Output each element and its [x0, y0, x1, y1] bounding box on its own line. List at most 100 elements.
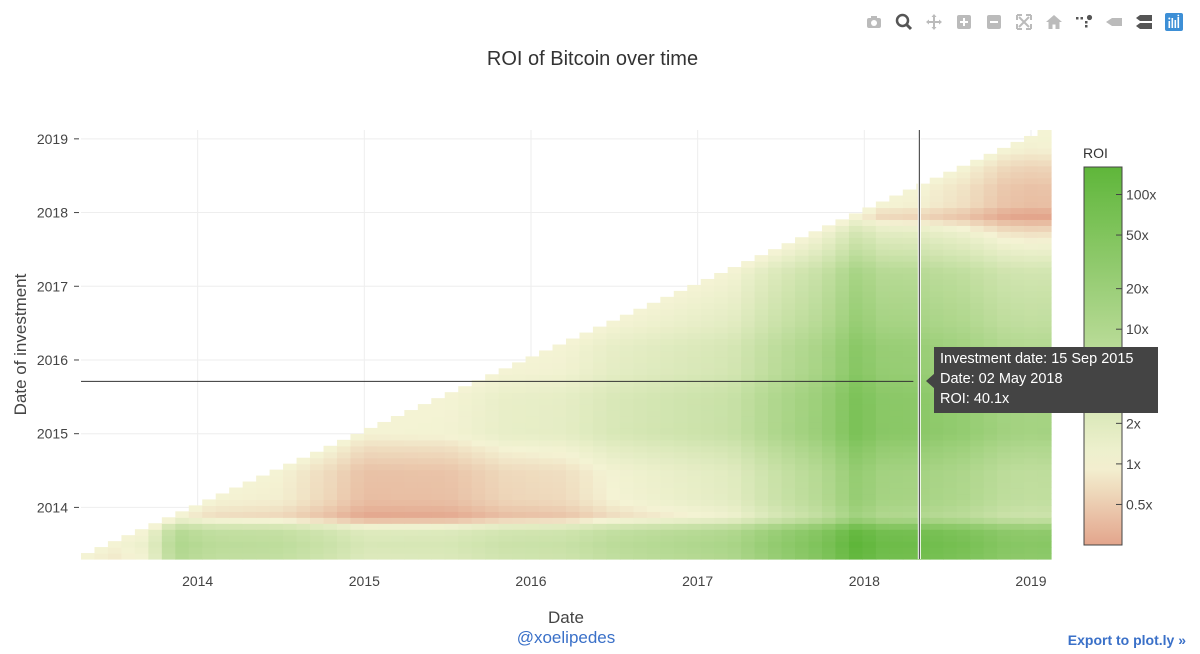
heatmap-cell	[606, 356, 621, 363]
heatmap-cell	[754, 338, 769, 346]
heatmap-cell	[781, 517, 796, 524]
heatmap-cell	[956, 302, 971, 310]
heatmap-cell	[606, 398, 621, 405]
heatmap-cell	[633, 308, 648, 316]
heatmap-cell	[606, 451, 621, 459]
heatmap-cell	[983, 326, 998, 334]
heatmap-cell	[646, 362, 661, 369]
heatmap-cell	[970, 290, 985, 298]
hover-closest-button[interactable]	[1102, 10, 1126, 34]
heatmap-cell	[943, 219, 958, 226]
heatmap-cell	[431, 404, 446, 411]
y-tick-label: 2018	[37, 205, 68, 221]
heatmap-cell	[431, 445, 446, 453]
heatmap-cell	[458, 410, 473, 417]
heatmap-cell	[592, 535, 608, 542]
heatmap-cell	[821, 457, 837, 465]
heatmap-cell	[1024, 469, 1039, 477]
heatmap-cell	[417, 529, 432, 536]
heatmap-cell	[377, 511, 392, 518]
heatmap-cell	[458, 439, 473, 447]
plotly-logo-button[interactable]	[1162, 10, 1186, 34]
heatmap-cell	[458, 469, 473, 477]
heatmap-cell	[363, 535, 378, 542]
heatmap-cell	[458, 451, 473, 459]
heatmap-cell	[579, 386, 594, 393]
heatmap-cell	[471, 392, 486, 399]
heatmap-cell	[970, 481, 985, 489]
heatmap-cell	[943, 326, 958, 334]
heatmap-cell	[471, 541, 486, 548]
heatmap-cell	[808, 392, 823, 399]
heatmap-cell	[700, 541, 715, 548]
heatmap-cell	[768, 433, 783, 441]
heatmap-cell	[606, 529, 621, 536]
heatmap-cell	[916, 290, 931, 298]
reset-axes-button[interactable]	[1042, 10, 1066, 34]
heatmap-cell	[875, 278, 890, 286]
heatmap-cell	[970, 338, 985, 346]
heatmap-cell	[377, 481, 392, 489]
heatmap-cell	[754, 469, 769, 477]
heatmap-cell	[768, 332, 783, 340]
heatmap-cell	[714, 380, 729, 387]
heatmap-cell	[512, 362, 527, 369]
heatmap-cell	[525, 380, 540, 387]
heatmap-cell	[754, 487, 769, 495]
hover-compare-button[interactable]	[1132, 10, 1156, 34]
heatmap-cell	[889, 278, 904, 286]
heatmap-cell	[633, 529, 648, 536]
heatmap-cell	[835, 386, 850, 393]
camera-button[interactable]	[862, 10, 886, 34]
heatmap-cell	[350, 463, 365, 471]
heatmap-cell	[673, 493, 688, 501]
heatmap-cell	[660, 416, 675, 423]
heatmap-cell	[741, 493, 756, 501]
heatmap-cell	[619, 344, 634, 352]
heatmap-cell	[727, 481, 742, 489]
x-tick-label: 2018	[849, 573, 880, 589]
heatmap-cell	[1024, 290, 1039, 298]
heatmap-cell	[956, 183, 971, 191]
heatmap-cell	[592, 374, 608, 381]
heatmap-cell	[458, 505, 473, 512]
heatmap-cell	[296, 457, 311, 465]
zoom-in-button[interactable]	[952, 10, 976, 34]
heatmap-cell	[795, 308, 810, 316]
heatmap-cell	[687, 451, 702, 459]
heatmap-cell	[444, 439, 459, 447]
heatmap-cell	[134, 541, 149, 548]
heatmap-cell	[889, 529, 904, 536]
heatmap-cell	[821, 493, 837, 501]
heatmap-cell	[1010, 147, 1025, 155]
heatmap-cell	[660, 332, 675, 340]
heatmap-cell	[700, 392, 715, 399]
heatmap-cell	[902, 344, 917, 352]
heatmap-cell	[660, 499, 675, 506]
zoom-button[interactable]	[892, 10, 916, 34]
heatmap-cell	[431, 499, 446, 506]
zoom-out-button[interactable]	[982, 10, 1006, 34]
heatmap-cell	[768, 523, 783, 530]
heatmap-cell	[673, 469, 688, 477]
pan-button[interactable]	[922, 10, 946, 34]
autoscale-button[interactable]	[1012, 10, 1036, 34]
heatmap-cell	[929, 189, 944, 197]
heatmap-cell	[673, 475, 688, 483]
heatmap-cell	[539, 416, 554, 423]
heatmap-cell	[296, 517, 311, 524]
spike-lines-button[interactable]	[1072, 10, 1096, 34]
heatmap-cell	[916, 416, 931, 423]
heatmap-cell	[835, 457, 850, 465]
heatmap-cell	[673, 338, 688, 346]
author-credit-link[interactable]: @xoelipedes	[516, 628, 616, 647]
heatmap-cell	[673, 320, 688, 328]
heatmap-cell	[646, 535, 661, 542]
heatmap-cell	[350, 529, 365, 536]
heatmap-cell	[916, 225, 931, 232]
heatmap-cell	[943, 213, 958, 220]
heatmap-cell	[862, 421, 877, 429]
export-to-plotly-link[interactable]: Export to plot.ly »	[1067, 632, 1186, 648]
heatmap-cell	[848, 439, 863, 447]
